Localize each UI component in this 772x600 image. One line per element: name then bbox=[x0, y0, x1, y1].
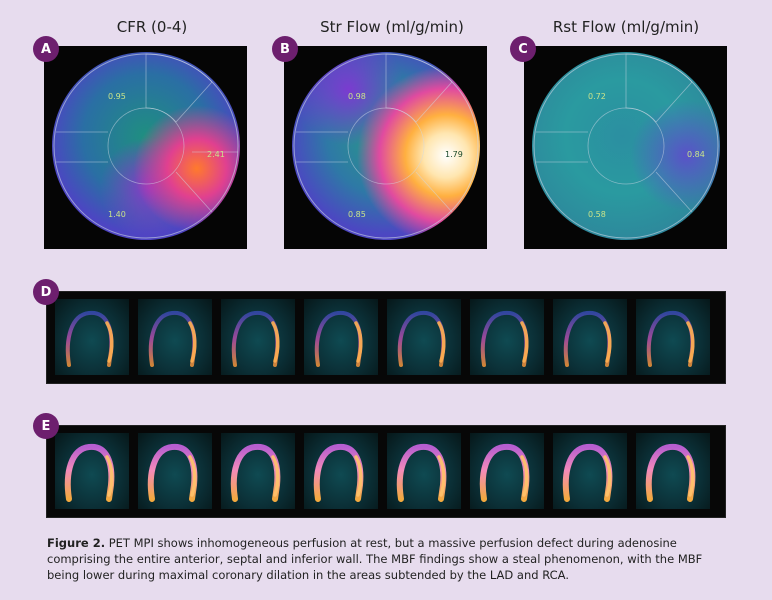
panel-a-badge: A bbox=[33, 36, 59, 62]
strip-e-slice-image-4 bbox=[313, 443, 364, 502]
strip-d-slice-image-4 bbox=[314, 310, 363, 367]
polar-map-c-image: 0.72 0.84 0.58 bbox=[532, 52, 720, 240]
polar-c-label-lateral: 0.84 bbox=[687, 150, 705, 159]
polar-map-a: 0.95 2.41 1.40 bbox=[44, 46, 247, 249]
figure-caption: Figure 2. PET MPI shows inhomogeneous pe… bbox=[47, 535, 737, 583]
caption-label: Figure 2. bbox=[47, 536, 106, 550]
polar-a-label-lateral: 2.41 bbox=[207, 150, 225, 159]
strip-e-slice-image-5 bbox=[396, 443, 447, 502]
strip-e-slice-image-8 bbox=[645, 443, 696, 502]
segment-grid-a bbox=[53, 53, 239, 239]
strip-e-slice-8 bbox=[636, 433, 710, 509]
strip-d-slice-1 bbox=[55, 299, 129, 375]
strip-d-slice-image-6 bbox=[480, 310, 529, 367]
strip-e-slice-image-7 bbox=[562, 443, 613, 502]
strip-e-slice-7 bbox=[553, 433, 627, 509]
panel-b-badge: B bbox=[272, 36, 298, 62]
strip-d-slice-2 bbox=[138, 299, 212, 375]
polar-b-label-inferior: 0.85 bbox=[348, 210, 366, 219]
strip-e-slice-image-1 bbox=[64, 443, 115, 502]
panel-c-title: Rst Flow (ml/g/min) bbox=[552, 18, 700, 36]
strip-d-slice-image-5 bbox=[397, 310, 446, 367]
slice-strip-d bbox=[46, 291, 726, 384]
polar-a-label-anterior: 0.95 bbox=[108, 92, 126, 101]
strip-e-slice-1 bbox=[55, 433, 129, 509]
polar-c-label-anterior: 0.72 bbox=[588, 92, 606, 101]
slice-strip-e bbox=[46, 425, 726, 518]
polar-a-label-inferior: 1.40 bbox=[108, 210, 126, 219]
strip-e-slice-3 bbox=[221, 433, 295, 509]
strip-d-slice-image-8 bbox=[646, 310, 695, 367]
strip-e-slice-image-3 bbox=[230, 443, 281, 502]
strip-d-slice-5 bbox=[387, 299, 461, 375]
strip-d-slice-image-2 bbox=[148, 310, 197, 367]
polar-map-a-image: 0.95 2.41 1.40 bbox=[52, 52, 240, 240]
strip-d-slice-8 bbox=[636, 299, 710, 375]
polar-b-label-lateral: 1.79 bbox=[445, 150, 463, 159]
strip-d-slice-6 bbox=[470, 299, 544, 375]
panel-e-badge: E bbox=[33, 413, 59, 439]
segment-grid-b bbox=[293, 53, 479, 239]
strip-e-slice-6 bbox=[470, 433, 544, 509]
strip-e-slice-4 bbox=[304, 433, 378, 509]
polar-map-b: 0.98 1.79 0.85 bbox=[284, 46, 487, 249]
polar-map-c: 0.72 0.84 0.58 bbox=[524, 46, 727, 249]
panel-c-badge: C bbox=[510, 36, 536, 62]
strip-e-slice-image-6 bbox=[479, 443, 530, 502]
strip-d-slice-image-1 bbox=[65, 310, 114, 367]
strip-e-slice-image-2 bbox=[147, 443, 198, 502]
segment-grid-c bbox=[533, 53, 719, 239]
polar-c-label-inferior: 0.58 bbox=[588, 210, 606, 219]
polar-map-b-image: 0.98 1.79 0.85 bbox=[292, 52, 480, 240]
panel-d-badge: D bbox=[33, 279, 59, 305]
strip-d-slice-3 bbox=[221, 299, 295, 375]
strip-d-slice-4 bbox=[304, 299, 378, 375]
strip-e-slice-5 bbox=[387, 433, 461, 509]
strip-d-slice-image-3 bbox=[231, 310, 280, 367]
polar-b-label-anterior: 0.98 bbox=[348, 92, 366, 101]
panel-b-title: Str Flow (ml/g/min) bbox=[320, 18, 464, 36]
strip-e-slice-2 bbox=[138, 433, 212, 509]
strip-d-slice-image-7 bbox=[563, 310, 612, 367]
caption-text: PET MPI shows inhomogeneous perfusion at… bbox=[47, 536, 703, 582]
panel-a-title: CFR (0-4) bbox=[116, 18, 188, 36]
strip-d-slice-7 bbox=[553, 299, 627, 375]
